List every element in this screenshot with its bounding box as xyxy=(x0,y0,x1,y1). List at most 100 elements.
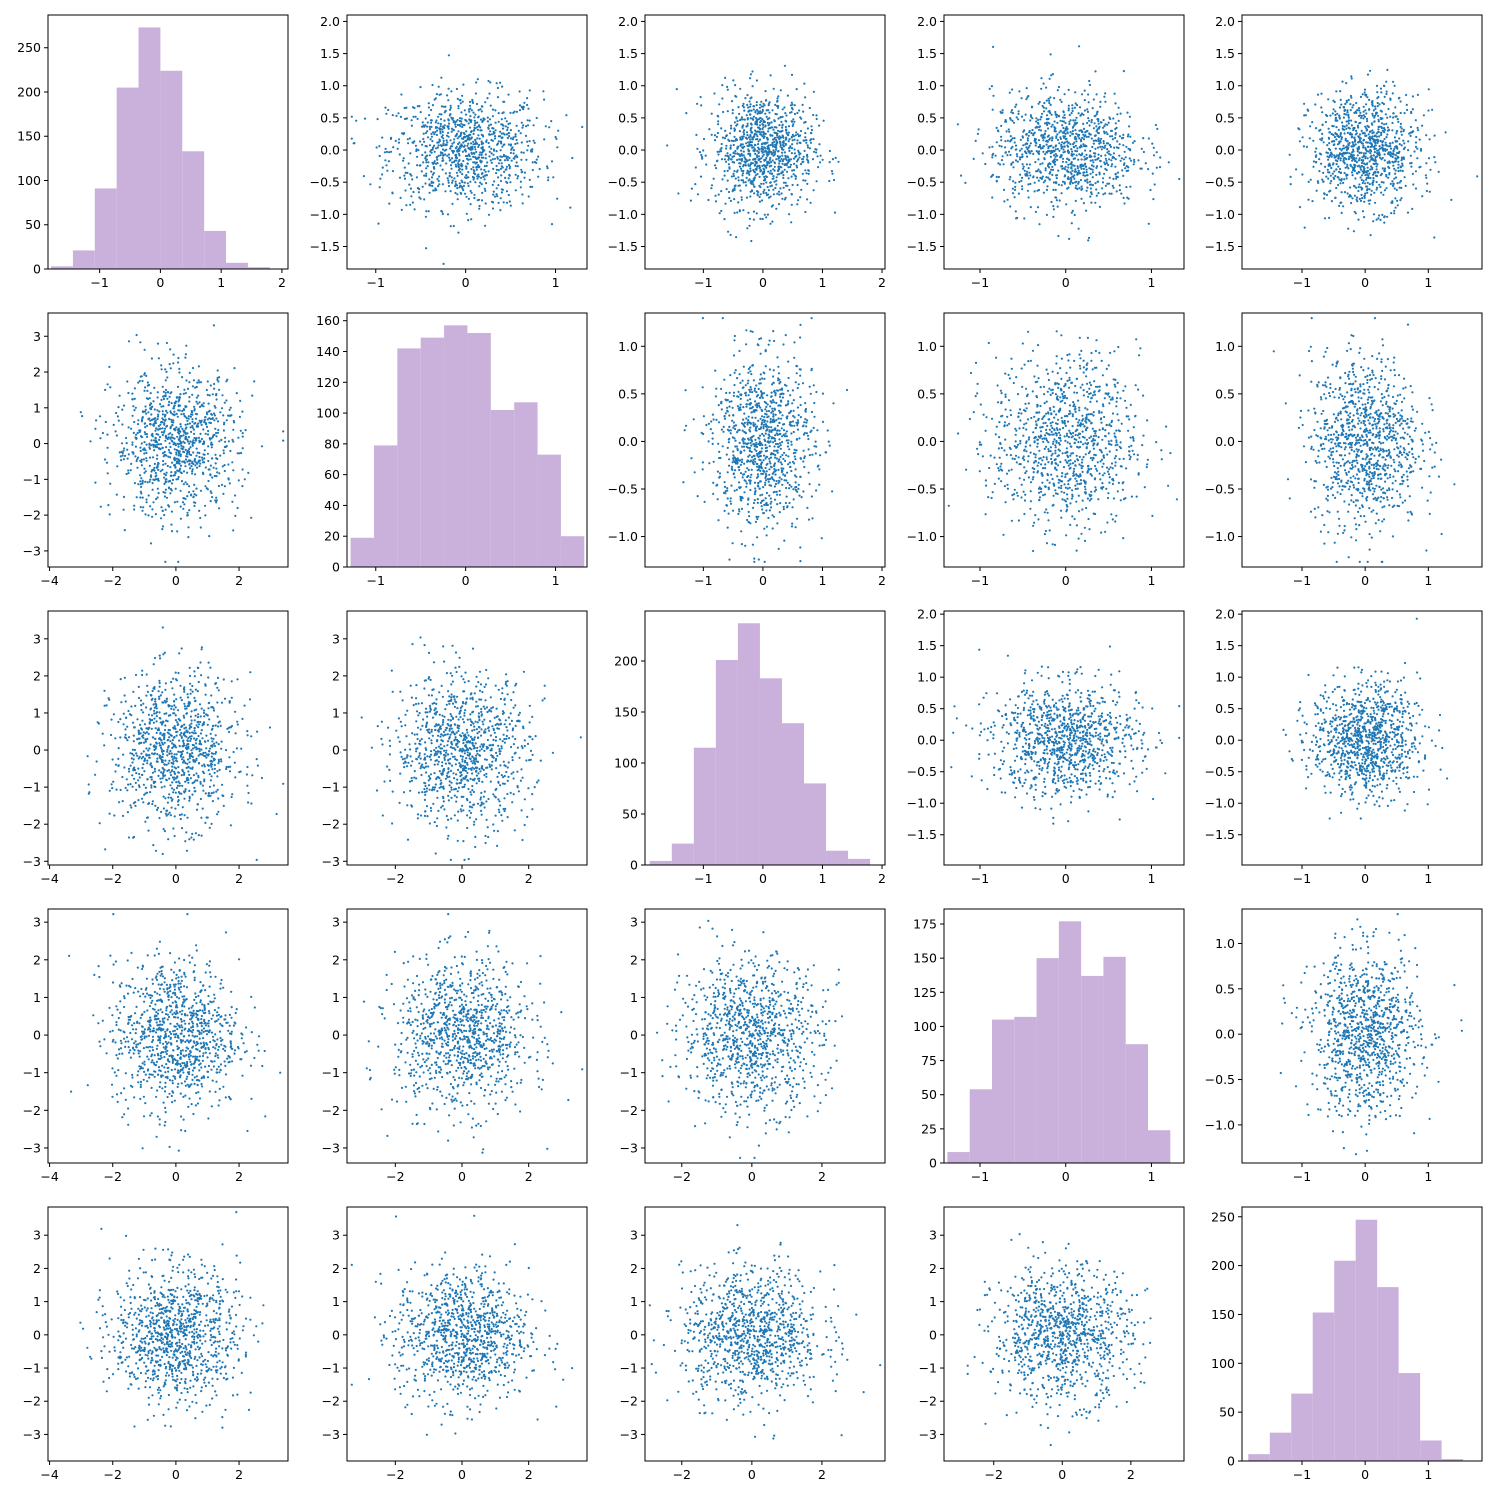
scatter-point xyxy=(473,124,476,127)
scatter-point xyxy=(1073,146,1076,149)
scatter-point xyxy=(766,118,769,121)
scatter-point xyxy=(465,212,468,215)
scatter-point xyxy=(156,466,159,469)
scatter-point xyxy=(1389,97,1392,100)
scatter-point xyxy=(1030,132,1033,135)
scatter-point xyxy=(208,421,211,424)
scatter-point xyxy=(1001,109,1004,112)
scatter-point xyxy=(1385,187,1388,190)
scatter-point xyxy=(476,78,479,81)
scatter-point xyxy=(447,87,450,90)
scatter-point xyxy=(1067,166,1070,169)
scatter-point xyxy=(815,117,818,121)
scatter-point xyxy=(1088,180,1092,183)
scatter-point xyxy=(1040,77,1043,80)
scatter-point xyxy=(773,150,777,154)
scatter-point xyxy=(415,176,418,179)
scatter-point xyxy=(442,154,445,157)
scatter-point xyxy=(1331,112,1334,115)
scatter-point xyxy=(476,128,479,131)
scatter-point xyxy=(1349,94,1353,98)
scatter-point xyxy=(780,146,784,149)
scatter-point xyxy=(785,120,788,123)
scatter-point xyxy=(200,456,204,459)
scatter-point xyxy=(181,501,185,504)
scatter-point xyxy=(1382,193,1385,196)
scatter-point xyxy=(772,188,775,191)
scatter-point xyxy=(1370,122,1373,125)
scatter-point xyxy=(1020,97,1023,100)
scatter-point xyxy=(492,201,495,204)
scatter-point xyxy=(1000,145,1003,148)
scatter-point xyxy=(1125,145,1128,148)
scatter-point xyxy=(1055,199,1058,202)
scatter-point xyxy=(456,193,459,196)
scatter-point xyxy=(526,119,529,122)
scatter-point xyxy=(1345,120,1348,123)
scatter-point xyxy=(495,187,498,190)
scatter-point xyxy=(1372,109,1375,112)
scatter-point xyxy=(398,176,402,179)
scatter-point xyxy=(399,115,402,118)
scatter-point xyxy=(1109,135,1112,138)
scatter-point xyxy=(194,422,197,425)
scatter-point xyxy=(425,172,428,175)
scatter-point xyxy=(1391,129,1394,132)
scatter-point xyxy=(454,191,457,195)
scatter-point xyxy=(809,139,812,142)
scatter-point xyxy=(163,450,166,454)
scatter-point xyxy=(457,166,460,169)
scatter-point xyxy=(787,131,791,134)
scatter-point xyxy=(519,180,523,183)
scatter-point xyxy=(431,146,434,149)
scatter-point xyxy=(1321,178,1324,181)
scatter-point xyxy=(1058,199,1061,202)
scatter-point xyxy=(765,191,768,195)
scatter-point xyxy=(1091,168,1094,171)
scatter-point xyxy=(183,388,186,391)
scatter-point xyxy=(1356,154,1359,157)
scatter-point xyxy=(500,123,503,126)
scatter-point xyxy=(1062,167,1066,170)
scatter-point xyxy=(441,159,444,162)
scatter-point xyxy=(1147,137,1150,140)
scatter-point xyxy=(798,109,801,112)
scatter-point xyxy=(121,408,124,411)
scatter-point xyxy=(155,446,159,449)
y-tick-label: 1.0 xyxy=(1215,78,1235,93)
scatter-point xyxy=(1414,170,1417,173)
scatter-point xyxy=(730,175,734,178)
scatter-point xyxy=(191,472,194,475)
scatter-point xyxy=(799,163,803,166)
scatter-point xyxy=(761,110,764,113)
scatter-point xyxy=(802,110,805,113)
scatter-point xyxy=(771,141,774,145)
scatter-point xyxy=(158,410,161,413)
scatter-point xyxy=(1375,165,1378,168)
scatter-point xyxy=(189,459,192,462)
scatter-point xyxy=(1371,183,1374,186)
scatter-point xyxy=(410,195,413,198)
scatter-point xyxy=(1042,150,1045,153)
scatter-point xyxy=(211,496,214,499)
scatter-point xyxy=(1106,151,1109,154)
scatter-point xyxy=(180,480,184,483)
scatter-point xyxy=(1033,181,1036,184)
y-tick-label: −1.0 xyxy=(310,207,340,222)
scatter-point xyxy=(781,151,784,154)
scatter-point xyxy=(447,122,451,125)
scatter-point xyxy=(477,134,480,137)
scatter-point xyxy=(795,160,799,163)
scatter-point xyxy=(1361,142,1364,145)
scatter-point xyxy=(721,136,725,139)
scatter-point xyxy=(1027,183,1030,186)
scatter-point xyxy=(181,447,184,451)
scatter-point xyxy=(497,201,500,204)
scatter-point xyxy=(1335,138,1338,141)
scatter-point xyxy=(151,482,154,485)
scatter-point xyxy=(1391,180,1394,183)
scatter-point xyxy=(1085,153,1088,156)
scatter-point xyxy=(1392,164,1395,167)
scatter-point xyxy=(176,385,180,388)
